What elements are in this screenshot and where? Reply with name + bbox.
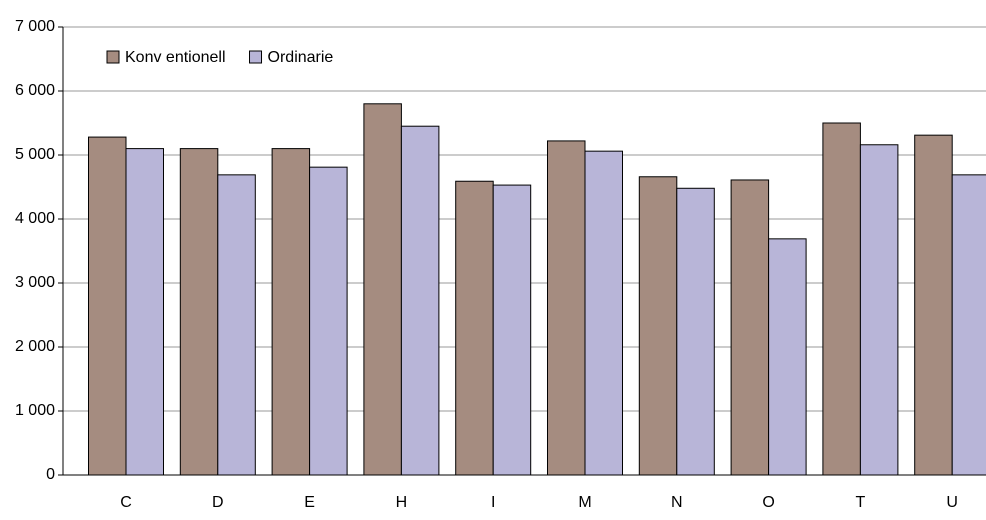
y-tick-label: 5 000 xyxy=(15,146,55,163)
y-tick-label: 6 000 xyxy=(15,82,55,99)
bar xyxy=(768,238,807,476)
x-tick-label: M xyxy=(578,494,591,511)
bar xyxy=(822,122,861,476)
x-tick-label: I xyxy=(491,494,495,511)
bar xyxy=(584,150,623,476)
y-tick-label: 4 000 xyxy=(15,210,55,227)
x-tick-label: O xyxy=(762,494,774,511)
legend-swatch xyxy=(249,50,263,64)
x-tick-label: E xyxy=(304,494,315,511)
legend-label: Ordinarie xyxy=(268,49,334,66)
bar xyxy=(271,148,311,476)
bar xyxy=(638,176,678,476)
bar xyxy=(730,179,770,476)
bar xyxy=(676,187,715,476)
bar xyxy=(951,174,986,476)
bar xyxy=(309,166,348,476)
y-tick-label: 2 000 xyxy=(15,338,55,355)
y-tick-label: 3 000 xyxy=(15,274,55,291)
bar xyxy=(179,148,219,476)
legend-swatch xyxy=(106,50,120,64)
x-tick-label: D xyxy=(212,494,224,511)
bar xyxy=(217,174,256,476)
bar xyxy=(88,136,127,476)
bar xyxy=(125,148,164,476)
bar xyxy=(859,144,899,476)
x-tick-label: C xyxy=(120,494,132,511)
x-tick-label: U xyxy=(946,494,958,511)
bar xyxy=(455,180,494,476)
x-tick-label: N xyxy=(671,494,683,511)
bar xyxy=(363,103,402,476)
bar xyxy=(492,184,532,476)
y-tick-label: 0 xyxy=(46,466,55,483)
bar xyxy=(547,140,586,476)
y-tick-label: 7 000 xyxy=(15,18,55,35)
y-tick-label: 1 000 xyxy=(15,402,55,419)
x-tick-label: T xyxy=(856,494,866,511)
x-tick-label: H xyxy=(396,494,408,511)
bar xyxy=(914,134,953,476)
legend-label: Konv entionell xyxy=(125,49,226,66)
bar xyxy=(400,125,440,476)
